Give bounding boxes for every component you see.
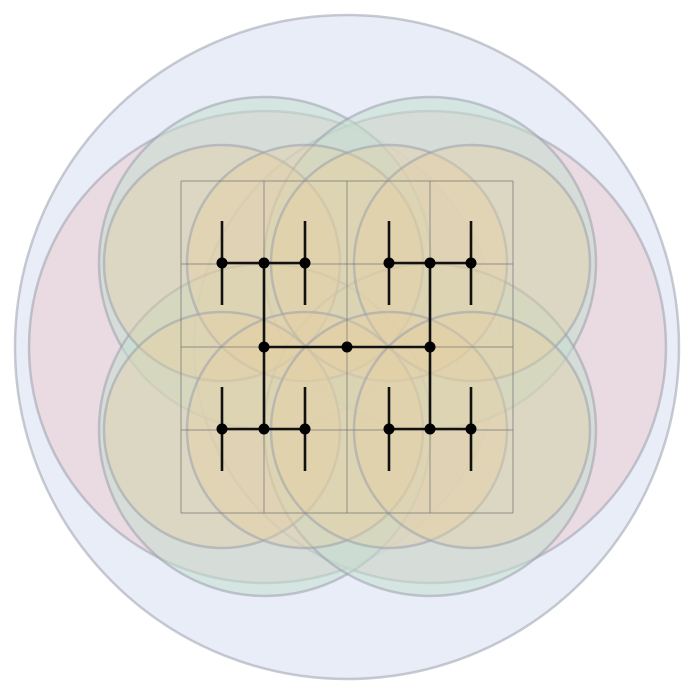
tree-node-8	[216, 257, 228, 269]
tree-node-13	[299, 423, 311, 435]
tree-node-10	[383, 257, 395, 269]
tree-node-9	[299, 257, 311, 269]
tree-structure	[216, 221, 477, 471]
tree-node-2	[258, 341, 270, 353]
tree-node-5	[258, 423, 270, 435]
tree-node-7	[424, 423, 436, 435]
tree-node-11	[465, 257, 477, 269]
tree-node-3	[424, 341, 436, 353]
tree-node-1	[341, 341, 353, 353]
tree-node-14	[383, 423, 395, 435]
tree-node-4	[258, 257, 270, 269]
tree-node-12	[216, 423, 228, 435]
tree-node-6	[424, 257, 436, 269]
tree-node-15	[465, 423, 477, 435]
